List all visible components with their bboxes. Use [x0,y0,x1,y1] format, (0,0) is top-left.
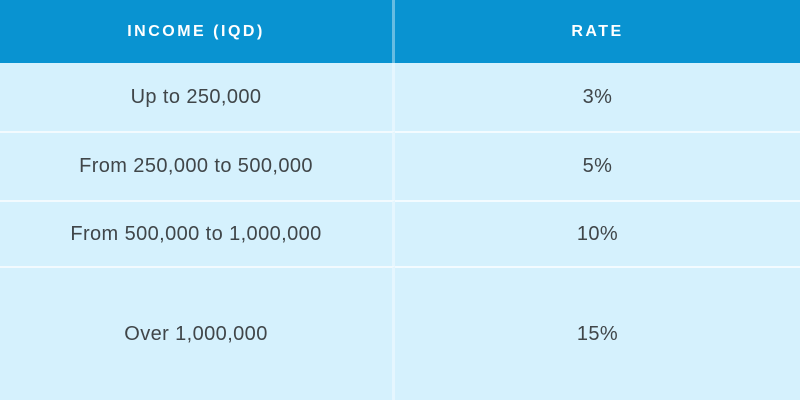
rate-cell: 15% [395,266,800,400]
rate-cell: 3% [395,63,800,131]
rate-cell: 5% [395,131,800,200]
column-header-income: INCOME (IQD) [0,0,395,63]
column-header-rate: RATE [395,0,800,63]
table-row: From 250,000 to 500,000 5% [0,131,800,200]
income-cell: From 250,000 to 500,000 [0,131,395,200]
income-cell: Over 1,000,000 [0,266,395,400]
rate-cell: 10% [395,200,800,266]
table-row: From 500,000 to 1,000,000 10% [0,200,800,266]
table-header-row: INCOME (IQD) RATE [0,0,800,63]
income-cell: From 500,000 to 1,000,000 [0,200,395,266]
table-row: Up to 250,000 3% [0,63,800,131]
income-cell: Up to 250,000 [0,63,395,131]
table-row: Over 1,000,000 15% [0,266,800,400]
